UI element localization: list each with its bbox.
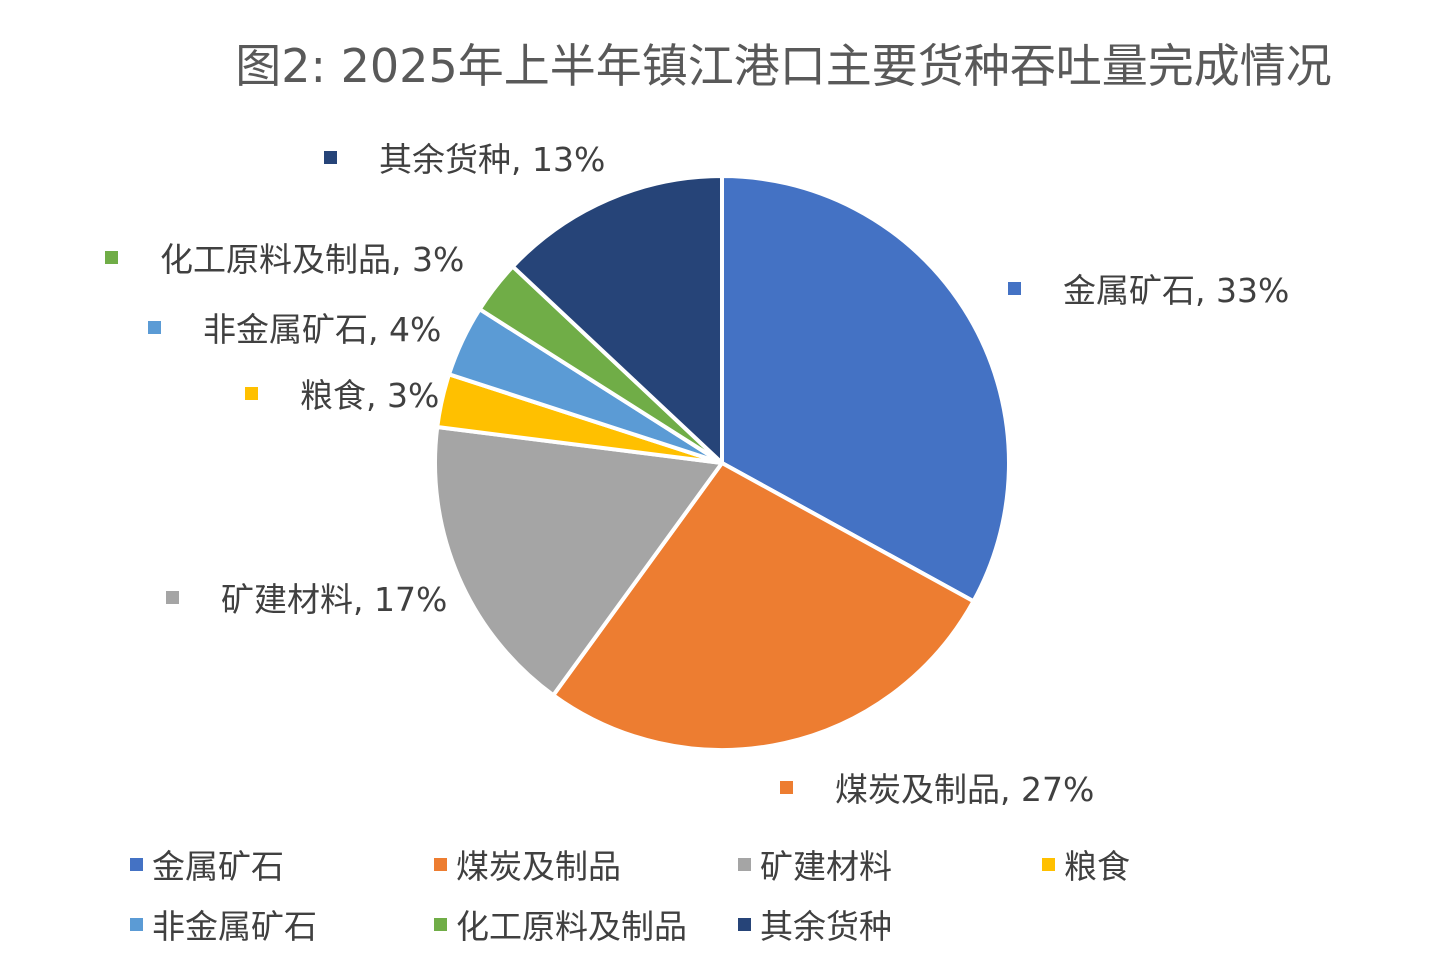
data-label-text: 矿建材料, 17%	[221, 580, 448, 619]
legend-label: 矿建材料	[760, 847, 892, 886]
data-label-text: 化工原料及制品, 3%	[160, 240, 465, 279]
pie-slice	[720, 174, 1011, 604]
data-label-swatch	[166, 590, 179, 604]
pie-slice	[433, 425, 724, 698]
data-label: 金属矿石, 33%	[1008, 266, 1289, 310]
legend-swatch	[738, 917, 751, 931]
legend-item: 粮食	[1042, 842, 1346, 886]
data-label-text: 非金属矿石, 4%	[203, 310, 442, 349]
legend-label: 化工原料及制品	[456, 907, 687, 946]
legend-label: 其余货种	[760, 907, 892, 946]
data-label: 非金属矿石, 4%	[148, 305, 441, 349]
legend-item: 煤炭及制品	[434, 842, 738, 886]
legend-item: 其余货种	[738, 902, 1042, 946]
data-label-text: 煤炭及制品, 27%	[835, 770, 1095, 809]
data-label-swatch	[245, 386, 258, 400]
data-label: 矿建材料, 17%	[166, 575, 447, 619]
legend-item: 非金属矿石	[130, 902, 434, 946]
data-label-text: 粮食, 3%	[300, 376, 440, 415]
legend-label: 非金属矿石	[152, 907, 317, 946]
legend-swatch	[130, 857, 143, 871]
data-label: 其余货种, 13%	[324, 135, 605, 179]
legend-label: 煤炭及制品	[456, 847, 621, 886]
legend-swatch	[130, 917, 143, 931]
data-label: 煤炭及制品, 27%	[780, 765, 1094, 809]
data-label-swatch	[780, 780, 793, 794]
data-label-swatch	[324, 150, 337, 164]
legend-label: 金属矿石	[152, 847, 284, 886]
legend-item: 金属矿石	[130, 842, 434, 886]
legend-swatch	[1042, 857, 1055, 871]
data-label: 化工原料及制品, 3%	[105, 235, 464, 279]
chart-title: 图2: 2025年上半年镇江港口主要货种吞吐量完成情况	[235, 39, 1332, 93]
legend-swatch	[434, 857, 447, 871]
legend-label: 粮食	[1064, 847, 1130, 886]
legend-item: 矿建材料	[738, 842, 1042, 886]
data-label-swatch	[148, 320, 161, 334]
legend-swatch	[434, 917, 447, 931]
data-label-swatch	[105, 250, 118, 264]
legend-swatch	[738, 857, 751, 871]
legend-item: 化工原料及制品	[434, 902, 738, 946]
pie-slice	[551, 461, 976, 752]
pie-slice	[510, 174, 724, 465]
data-label-text: 金属矿石, 33%	[1063, 271, 1290, 310]
legend: 金属矿石 煤炭及制品 矿建材料 粮食非金属矿石 化工原料及制品 其余货种	[130, 842, 1390, 946]
data-label-swatch	[1008, 281, 1021, 295]
data-label: 粮食, 3%	[245, 371, 439, 415]
data-label-text: 其余货种, 13%	[379, 140, 606, 179]
